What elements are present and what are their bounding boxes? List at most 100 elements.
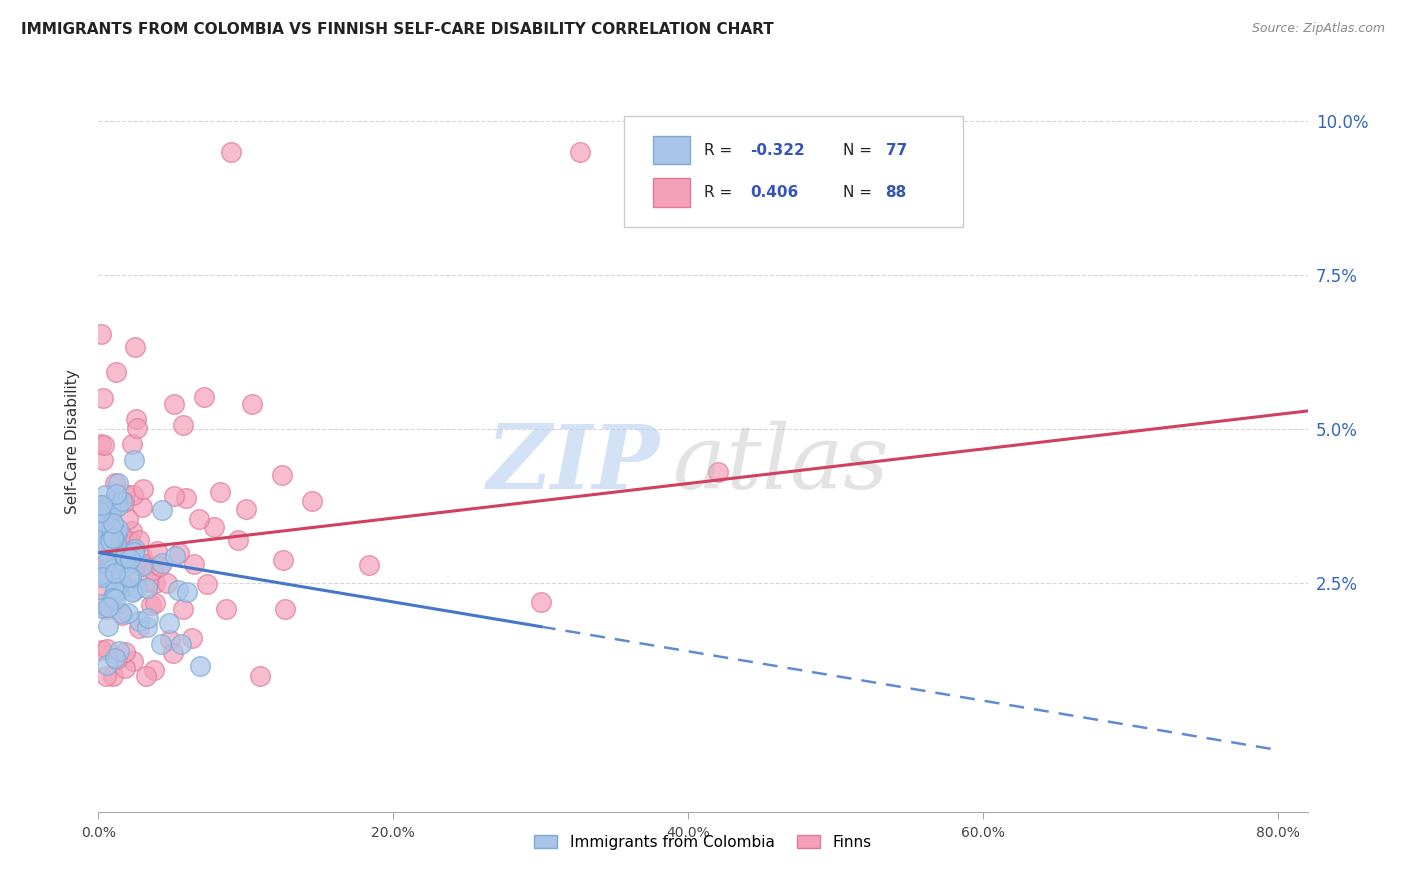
- Point: [103, 557, 125, 571]
- Point: [180, 631, 202, 645]
- Point: [114, 549, 136, 564]
- Point: [96, 513, 118, 527]
- Point: [176, 585, 198, 599]
- Point: [105, 573, 128, 587]
- Point: [114, 661, 136, 675]
- Point: [240, 397, 263, 411]
- FancyBboxPatch shape: [624, 116, 963, 227]
- Point: [131, 558, 153, 573]
- Point: [146, 543, 169, 558]
- Point: [135, 620, 157, 634]
- Point: [97, 557, 120, 571]
- Point: [94, 556, 117, 570]
- Point: [103, 570, 125, 584]
- Point: [104, 592, 127, 607]
- Point: [98, 533, 121, 548]
- Point: [100, 502, 122, 516]
- Point: [120, 570, 142, 584]
- Point: [115, 558, 138, 573]
- Point: [107, 499, 129, 513]
- Point: [149, 559, 172, 574]
- Point: [90, 326, 112, 341]
- Point: [91, 391, 114, 405]
- Point: [172, 602, 194, 616]
- Point: [188, 658, 211, 673]
- Point: [187, 512, 209, 526]
- Point: [110, 606, 132, 620]
- Point: [93, 543, 115, 558]
- Point: [96, 536, 118, 550]
- Point: [359, 558, 381, 572]
- Point: [108, 535, 131, 549]
- Point: [170, 637, 193, 651]
- Point: [125, 421, 148, 435]
- Y-axis label: Self-Care Disability: Self-Care Disability: [65, 369, 80, 514]
- Point: [97, 567, 120, 582]
- Point: [114, 487, 136, 501]
- Point: [165, 549, 187, 564]
- Point: [121, 524, 143, 538]
- Point: [104, 584, 127, 599]
- Point: [100, 508, 122, 522]
- Point: [105, 526, 128, 541]
- FancyBboxPatch shape: [654, 136, 690, 164]
- Point: [120, 533, 142, 548]
- Point: [91, 601, 114, 615]
- Point: [121, 436, 143, 450]
- Point: [101, 669, 124, 683]
- Point: [97, 599, 120, 614]
- Point: [105, 491, 128, 505]
- Point: [121, 654, 143, 668]
- Point: [142, 563, 165, 577]
- Text: -0.322: -0.322: [751, 143, 804, 158]
- Point: [127, 581, 149, 595]
- Point: [117, 546, 139, 560]
- Point: [156, 576, 179, 591]
- Point: [94, 487, 117, 501]
- Point: [136, 581, 159, 595]
- Point: [100, 521, 122, 535]
- Text: R =: R =: [704, 143, 737, 158]
- Point: [101, 562, 124, 576]
- Point: [107, 522, 129, 536]
- Point: [98, 498, 121, 512]
- Point: [89, 505, 111, 519]
- Text: R =: R =: [704, 185, 737, 200]
- Point: [124, 541, 146, 556]
- Point: [101, 591, 124, 606]
- Point: [208, 484, 231, 499]
- Point: [91, 453, 114, 467]
- Point: [101, 540, 124, 554]
- Point: [89, 518, 111, 533]
- Point: [94, 669, 117, 683]
- Point: [134, 558, 156, 572]
- Point: [163, 397, 186, 411]
- Point: [143, 596, 166, 610]
- Point: [93, 438, 115, 452]
- Point: [90, 562, 112, 576]
- Point: [114, 560, 136, 574]
- Point: [219, 145, 242, 159]
- Point: [101, 516, 124, 530]
- Point: [569, 145, 592, 159]
- Point: [271, 553, 294, 567]
- Point: [110, 527, 132, 541]
- Point: [143, 663, 166, 677]
- Point: [121, 584, 143, 599]
- Point: [530, 595, 553, 609]
- Point: [89, 524, 111, 539]
- Point: [173, 417, 195, 432]
- Point: [132, 557, 155, 571]
- Point: [114, 645, 136, 659]
- Point: [93, 562, 115, 576]
- Point: [104, 365, 127, 379]
- Point: [135, 669, 157, 683]
- Point: [131, 550, 153, 565]
- Point: [96, 641, 118, 656]
- Point: [90, 567, 112, 582]
- Point: [163, 489, 186, 503]
- Point: [159, 633, 181, 648]
- Point: [103, 587, 125, 601]
- Point: [150, 503, 173, 517]
- Point: [97, 619, 120, 633]
